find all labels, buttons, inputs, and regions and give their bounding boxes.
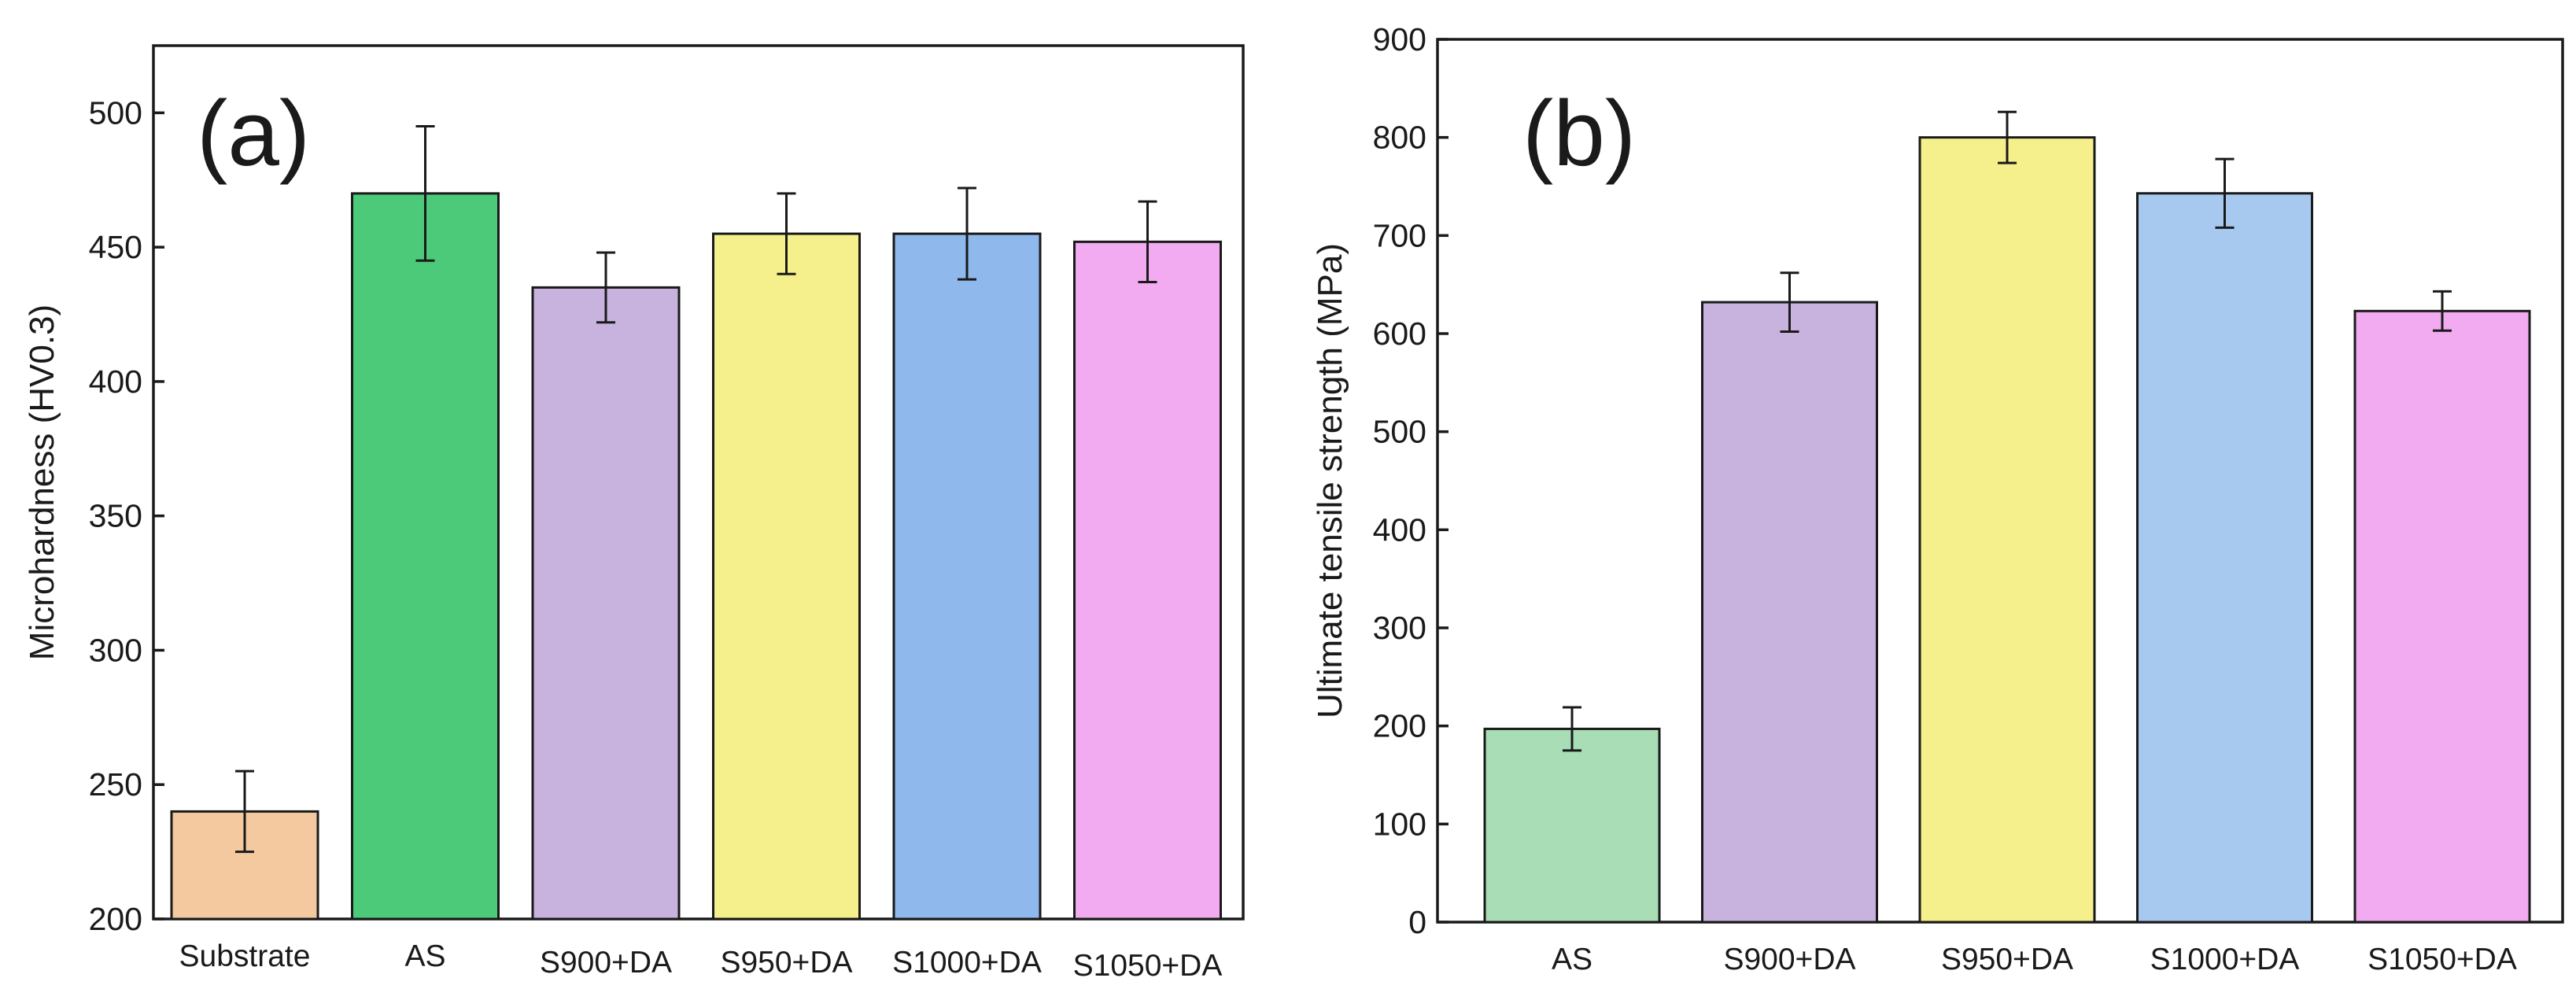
category-label: AS <box>1552 943 1592 976</box>
panel-label-b: (b) <box>1522 82 1636 186</box>
category-label: AS <box>404 939 445 973</box>
bar-fill-s1000-da <box>2137 193 2312 922</box>
category-label: S900+DA <box>1723 943 1855 976</box>
y-tick-label: 700 <box>1373 217 1426 253</box>
bar-fill-as <box>1485 729 1659 922</box>
y-tick-label: 250 <box>89 766 142 803</box>
bar-fill-s1000-da <box>894 234 1040 920</box>
category-label: S950+DA <box>720 946 852 980</box>
category-label: S950+DA <box>1941 943 2073 976</box>
bar-fill-s950-da <box>713 234 860 920</box>
y-ticks-a: 200 250 300 350 400 450 500 <box>89 94 164 937</box>
categories-a: Substrate AS S900+DA S950+DA S1000+DA S1050+D… <box>179 939 1223 983</box>
y-axis-title-a: Microhardness (HV0.3) <box>23 304 61 660</box>
bar-fill-s1050-da <box>1074 242 1221 919</box>
bars-b <box>1483 136 2531 924</box>
y-tick-label: 400 <box>1373 511 1426 548</box>
plot-frame-a <box>152 44 1245 921</box>
bars-a <box>170 192 1222 921</box>
category-label: Substrate <box>179 939 311 973</box>
bar-fill-s900-da <box>1702 302 1877 922</box>
y-tick-label: 200 <box>1373 708 1426 744</box>
y-tick-label: 350 <box>89 498 142 534</box>
y-tick-label: 100 <box>1373 806 1426 842</box>
y-tick-label: 500 <box>1373 414 1426 450</box>
y-tick-label: 500 <box>89 94 142 131</box>
y-tick-label: 450 <box>89 229 142 265</box>
category-label: S1000+DA <box>892 946 1042 980</box>
y-tick-label: 600 <box>1373 315 1426 352</box>
y-tick-label: 200 <box>89 901 142 937</box>
bar-fill-s900-da <box>533 287 679 919</box>
bar-fill-as <box>352 193 499 919</box>
y-tick-label: 0 <box>1408 904 1426 940</box>
errors-b <box>1563 110 2452 752</box>
category-label: S900+DA <box>540 946 672 980</box>
category-label: S1050+DA <box>2367 943 2517 976</box>
y-tick-label: 300 <box>1373 610 1426 646</box>
chart-panel-b: (b) Ultimate tensile strength (MPa) 0 100… <box>1311 21 2564 976</box>
category-label: S1050+DA <box>1073 949 1223 983</box>
categories-b: AS S900+DA S950+DA S1000+DA S1050+DA <box>1552 943 2517 976</box>
chart-panel-a: (a) Microhardness (HV0.3) 200 250 300 350 40… <box>23 44 1245 983</box>
panel-label-a: (a) <box>197 82 310 186</box>
errors-a <box>235 124 1157 854</box>
bar-fill-s950-da <box>1920 137 2094 922</box>
y-tick-label: 300 <box>89 632 142 668</box>
y-tick-label: 400 <box>89 363 142 400</box>
category-label: S1000+DA <box>2150 943 2300 976</box>
y-tick-label: 900 <box>1373 21 1426 57</box>
bar-fill-s1050-da <box>2355 311 2530 922</box>
y-axis-title-b: Ultimate tensile strength (MPa) <box>1311 243 1349 718</box>
y-tick-label: 800 <box>1373 120 1426 156</box>
y-ticks-b: 0 100 200 300 400 500 600 700 800 900 <box>1373 21 1449 940</box>
